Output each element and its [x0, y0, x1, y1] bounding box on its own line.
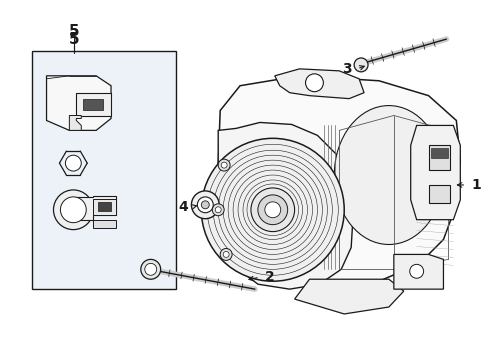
- Circle shape: [191, 191, 219, 219]
- Circle shape: [61, 197, 86, 223]
- Circle shape: [201, 201, 209, 209]
- Bar: [98, 202, 111, 211]
- Polygon shape: [93, 199, 116, 215]
- Ellipse shape: [334, 105, 443, 244]
- Circle shape: [250, 188, 294, 231]
- Circle shape: [257, 195, 287, 225]
- Text: 4: 4: [178, 200, 188, 214]
- Circle shape: [215, 207, 221, 213]
- Polygon shape: [294, 279, 403, 314]
- Circle shape: [223, 251, 229, 257]
- Polygon shape: [393, 255, 443, 289]
- Bar: [83, 99, 103, 109]
- Bar: [429, 148, 447, 158]
- Bar: [427, 145, 449, 170]
- Text: 1: 1: [470, 178, 480, 192]
- Circle shape: [353, 58, 367, 72]
- Circle shape: [264, 202, 280, 218]
- Polygon shape: [69, 116, 81, 130]
- Text: 2: 2: [264, 270, 274, 284]
- Circle shape: [221, 162, 226, 168]
- Polygon shape: [76, 93, 111, 116]
- Circle shape: [220, 248, 232, 260]
- Circle shape: [53, 190, 93, 230]
- Bar: [32, 51, 175, 289]
- Circle shape: [409, 264, 423, 278]
- Circle shape: [141, 260, 161, 279]
- Circle shape: [305, 74, 323, 92]
- Polygon shape: [218, 76, 459, 287]
- Circle shape: [65, 155, 81, 171]
- Text: 3: 3: [342, 62, 351, 76]
- Circle shape: [201, 138, 344, 281]
- Polygon shape: [410, 125, 459, 220]
- Polygon shape: [93, 220, 116, 228]
- Circle shape: [197, 197, 213, 213]
- Polygon shape: [218, 122, 352, 289]
- Circle shape: [212, 204, 224, 216]
- Circle shape: [144, 264, 156, 275]
- Text: 5: 5: [69, 32, 80, 46]
- Text: 5: 5: [69, 24, 80, 39]
- Polygon shape: [73, 196, 116, 220]
- Circle shape: [218, 159, 230, 171]
- Polygon shape: [46, 76, 111, 130]
- Polygon shape: [274, 69, 364, 99]
- Bar: [427, 185, 449, 203]
